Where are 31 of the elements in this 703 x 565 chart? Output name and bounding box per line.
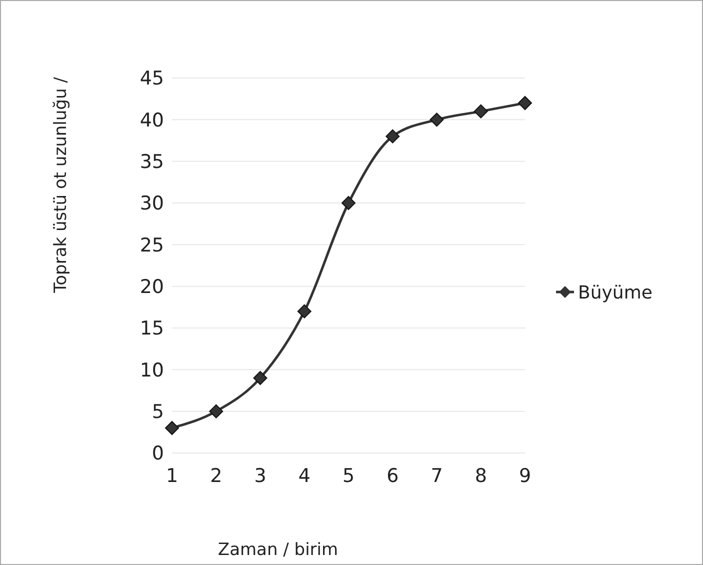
x-tick-label: 8 (474, 465, 487, 487)
y-tick-label: 10 (140, 359, 164, 382)
y-tick-label: 35 (140, 150, 164, 173)
x-tick-label: 5 (342, 465, 355, 487)
x-tick-label: 9 (518, 465, 532, 487)
point (297, 304, 312, 318)
y-axis-title: Toprak üstü ot uzunluğu / (51, 76, 71, 294)
y-tick-label: 45 (140, 68, 164, 90)
y-tick-label: 15 (140, 318, 164, 340)
y-tick-label: 40 (140, 109, 164, 132)
point (165, 421, 179, 435)
point (430, 112, 444, 127)
point (209, 404, 224, 418)
x-tick-label: 3 (254, 465, 266, 487)
y-tick-label: 30 (140, 192, 164, 215)
point (474, 104, 488, 118)
point (253, 371, 268, 385)
legend-label: Büyüme (578, 282, 652, 304)
x-tick-label: 7 (430, 465, 443, 487)
y-tick-label: 0 (152, 442, 164, 465)
y-tick-label: 20 (140, 276, 164, 298)
point (386, 129, 400, 144)
x-tick-label: 4 (298, 465, 310, 487)
x-axis-title: Zaman / birim (218, 540, 338, 560)
x-tick-label: 2 (210, 465, 222, 487)
y-tick-label: 5 (152, 400, 164, 423)
x-tick-label: 6 (386, 465, 399, 487)
x-tick-label: 1 (166, 465, 178, 487)
point (342, 196, 356, 210)
point (518, 96, 532, 110)
y-tick-label: 25 (140, 234, 164, 256)
